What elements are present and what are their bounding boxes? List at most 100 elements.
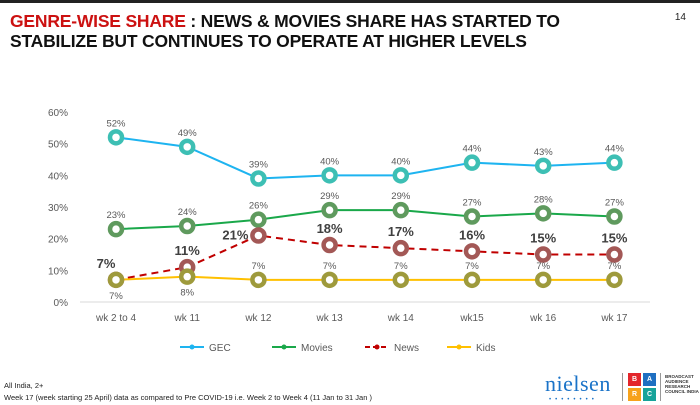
x-tick-label: wk15	[459, 313, 484, 324]
data-label-news: 16%	[459, 227, 485, 242]
data-point-kids	[107, 271, 125, 289]
y-tick-label: 10%	[48, 266, 68, 277]
data-label-gec: 44%	[462, 144, 482, 155]
y-tick-label: 50%	[48, 140, 68, 151]
data-label-gec: 40%	[391, 156, 411, 167]
data-label-movies: 29%	[320, 191, 340, 202]
series-line-movies	[115, 209, 615, 231]
data-point-movies	[463, 208, 481, 225]
data-label-movies: 27%	[605, 198, 625, 209]
data-point-kids	[178, 268, 196, 285]
legend-label-news: News	[394, 343, 419, 354]
data-label-news: 15%	[530, 231, 556, 246]
data-label-movies: 24%	[178, 207, 198, 218]
y-tick-label: 60%	[48, 108, 68, 119]
data-point-gec	[178, 138, 196, 156]
data-point-movies	[534, 205, 552, 222]
y-tick-label: 30%	[48, 203, 68, 214]
data-point-movies	[321, 201, 338, 219]
data-label-movies: 23%	[106, 210, 126, 221]
data-point-kids	[250, 271, 267, 289]
data-label-movies: 27%	[462, 198, 482, 209]
divider	[622, 373, 623, 401]
data-label-kids: 7%	[252, 261, 266, 272]
data-point-news	[250, 227, 267, 244]
data-label-kids: 7%	[323, 261, 337, 272]
data-point-kids	[606, 271, 623, 289]
data-point-gec	[321, 167, 338, 184]
data-label-movies: 29%	[391, 191, 411, 202]
x-tick-label: wk 11	[174, 313, 201, 324]
top-border	[0, 0, 700, 3]
data-label-kids: 7%	[536, 261, 550, 272]
data-label-gec: 43%	[534, 147, 554, 158]
data-point-news	[392, 239, 410, 257]
x-tick-label: wk 2 to 4	[95, 313, 136, 324]
data-label-gec: 52%	[106, 118, 126, 129]
page-number: 14	[674, 12, 686, 23]
data-point-movies	[178, 217, 196, 235]
data-point-gec	[392, 167, 410, 184]
series-line-news	[115, 234, 615, 281]
legend-label-gec: GEC	[209, 343, 231, 354]
nielsen-dots: ••••••••	[549, 397, 598, 403]
data-label-gec: 44%	[605, 144, 625, 155]
data-label-movies: 26%	[249, 201, 269, 212]
y-tick-label: 20%	[48, 235, 68, 246]
data-point-kids	[463, 271, 481, 289]
barc-r: R	[628, 388, 641, 401]
data-point-movies	[107, 220, 125, 238]
legend-marker-kids	[456, 344, 462, 350]
data-point-news	[321, 236, 338, 254]
title-highlight: GENRE-WISE SHARE	[10, 11, 186, 31]
y-tick-label: 0%	[54, 298, 69, 309]
legend-label-movies: Movies	[301, 343, 333, 354]
data-label-gec: 39%	[249, 160, 269, 171]
data-label-kids: 7%	[109, 291, 123, 302]
x-tick-label: wk 13	[316, 313, 344, 324]
barc-logo: B A R C	[628, 373, 656, 401]
data-label-gec: 40%	[320, 156, 340, 167]
y-tick-label: 40%	[48, 171, 68, 182]
data-point-kids	[534, 271, 552, 289]
data-point-gec	[463, 154, 481, 171]
footnote-week: Week 17 (week starting 25 April) data as…	[4, 393, 372, 402]
x-tick-label: wk 17	[600, 313, 628, 324]
data-label-news: 17%	[388, 224, 414, 239]
title-text: : NEWS & MOVIES SHARE HAS STARTED TO STA…	[10, 11, 560, 51]
barc-a: A	[643, 373, 656, 386]
data-label-gec: 49%	[178, 128, 198, 139]
barc-c: C	[643, 388, 656, 401]
legend-label-kids: Kids	[476, 343, 495, 354]
line-chart: 0% 10% 20% 30% 40% 50% 60% wk 2 to 4 wk 11 wk 12 w…	[48, 108, 650, 354]
data-point-movies	[606, 208, 623, 225]
data-point-movies	[392, 201, 410, 219]
x-tick-label: wk 14	[387, 313, 415, 324]
data-point-gec	[107, 129, 125, 146]
data-point-gec	[250, 170, 267, 187]
data-point-kids	[392, 271, 410, 289]
data-label-news: 21%	[222, 228, 248, 243]
legend-marker-movies	[281, 344, 287, 350]
slide-title: GENRE-WISE SHARE : NEWS & MOVIES SHARE H…	[10, 11, 630, 51]
barc-b: B	[628, 373, 641, 386]
data-point-news	[606, 246, 623, 263]
series-line-gec	[115, 136, 615, 180]
divider	[660, 373, 661, 401]
x-tick-label: wk 12	[244, 313, 272, 324]
data-label-kids: 8%	[180, 288, 194, 299]
data-point-gec	[606, 154, 623, 171]
x-tick-label: wk 16	[529, 313, 557, 324]
data-label-news: 7%	[97, 256, 116, 271]
series-line-kids	[115, 275, 615, 281]
nielsen-logo: nielsen	[545, 371, 611, 396]
data-point-news	[534, 246, 552, 263]
data-label-movies: 28%	[534, 194, 554, 205]
data-point-news	[463, 243, 481, 260]
data-label-kids: 7%	[465, 261, 479, 272]
data-label-kids: 7%	[608, 261, 622, 272]
data-point-kids	[321, 271, 338, 289]
legend-marker-gec	[189, 344, 195, 350]
data-point-gec	[534, 157, 552, 175]
barc-council-text: BROADCAST AUDIENCE RESEARCH COUNCIL INDI…	[665, 374, 699, 394]
